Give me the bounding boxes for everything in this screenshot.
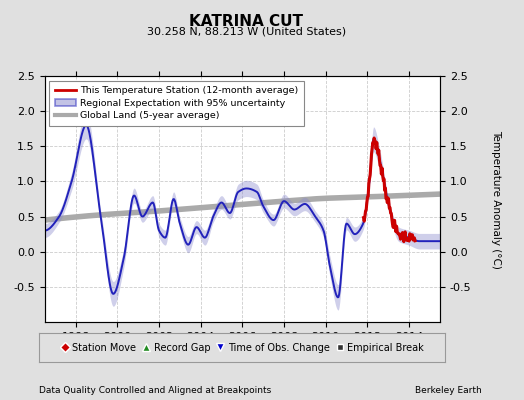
Text: Data Quality Controlled and Aligned at Breakpoints: Data Quality Controlled and Aligned at B…: [39, 386, 271, 395]
Text: Berkeley Earth: Berkeley Earth: [416, 386, 482, 395]
Text: KATRINA CUT: KATRINA CUT: [189, 14, 303, 29]
Legend: Station Move, Record Gap, Time of Obs. Change, Empirical Break: Station Move, Record Gap, Time of Obs. C…: [58, 340, 427, 356]
Y-axis label: Temperature Anomaly (°C): Temperature Anomaly (°C): [491, 130, 501, 268]
Text: 30.258 N, 88.213 W (United States): 30.258 N, 88.213 W (United States): [147, 26, 346, 36]
Legend: This Temperature Station (12-month average), Regional Expectation with 95% uncer: This Temperature Station (12-month avera…: [49, 81, 304, 126]
